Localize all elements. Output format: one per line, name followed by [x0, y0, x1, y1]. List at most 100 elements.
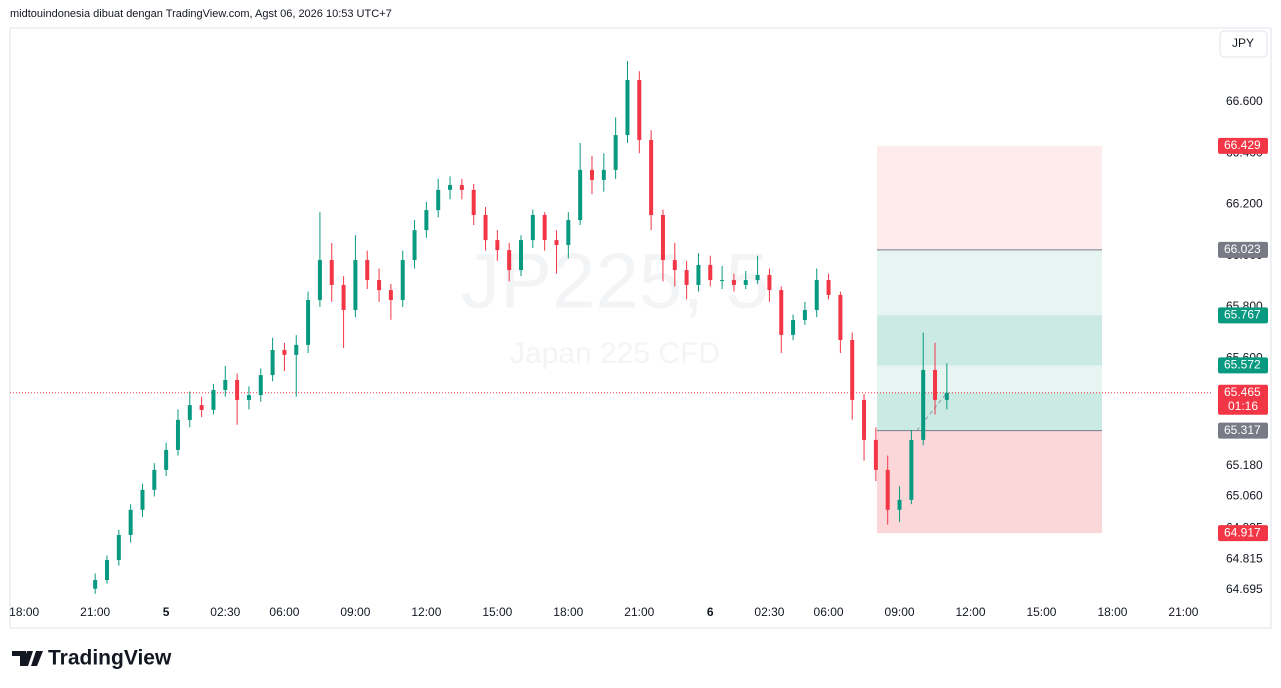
plot	[10, 61, 1213, 594]
x-tick-label: 5	[163, 605, 170, 619]
x-tick-label: 02:30	[210, 605, 240, 619]
candle	[483, 207, 488, 251]
x-tick-label: 18:00	[553, 605, 583, 619]
candle-body	[767, 274, 772, 291]
candle	[223, 365, 228, 397]
candle-body	[329, 260, 334, 285]
candle-body	[448, 185, 453, 190]
candle-body	[779, 290, 784, 335]
candle	[530, 209, 535, 249]
candle	[589, 155, 594, 195]
x-tick-label: 6	[707, 605, 714, 619]
candle-body	[566, 220, 571, 245]
candle-body	[471, 189, 476, 215]
candle	[471, 184, 476, 225]
x-tick-label: 12:00	[955, 605, 985, 619]
candle	[921, 332, 926, 446]
y-tick-label: 64.695	[1226, 582, 1263, 596]
candle-body	[554, 240, 559, 245]
candle	[566, 212, 571, 259]
candle	[187, 391, 192, 428]
x-tick-label: 09:00	[340, 605, 370, 619]
candle	[424, 201, 429, 238]
candle	[660, 209, 665, 282]
candle	[235, 373, 240, 425]
progress-zone	[877, 392, 1102, 431]
candle-body	[862, 399, 867, 440]
current-price-badge	[1218, 384, 1268, 415]
candle-body	[258, 375, 263, 396]
footer-logo[interactable]: TradingView	[12, 647, 172, 670]
candle	[519, 235, 524, 277]
candle	[814, 268, 819, 318]
candle-body	[672, 260, 677, 271]
candle	[944, 363, 949, 410]
candle-body	[424, 210, 429, 231]
x-tick-label: 02:30	[754, 605, 784, 619]
price-badge	[1218, 307, 1268, 324]
candle-body	[933, 369, 938, 400]
candle	[542, 212, 547, 251]
candle-body	[578, 169, 583, 221]
candle-body	[341, 284, 346, 311]
candle-body	[282, 349, 287, 355]
candle-body	[270, 349, 275, 376]
candle-body	[483, 214, 488, 241]
price-badge-label: 65.767	[1224, 308, 1261, 322]
stop-zone	[877, 430, 1102, 534]
candle-body	[211, 389, 216, 410]
x-tick-label: 15:00	[1026, 605, 1056, 619]
candle	[933, 342, 938, 415]
candle	[258, 368, 263, 402]
x-tick-label: 06:00	[814, 605, 844, 619]
currency-label[interactable]: JPY	[1232, 36, 1254, 50]
candle-body	[294, 344, 299, 355]
candle	[637, 71, 642, 154]
candle	[353, 235, 358, 318]
currency-button[interactable]	[1219, 30, 1268, 58]
candle	[720, 265, 725, 290]
candle	[459, 178, 464, 200]
candle-body	[720, 280, 725, 282]
candle	[779, 286, 784, 354]
candle	[826, 273, 831, 300]
candle-body	[873, 439, 878, 470]
candle	[554, 230, 559, 274]
candle-body	[625, 80, 630, 136]
candle	[909, 429, 914, 505]
candle-body	[436, 189, 441, 211]
candle	[862, 394, 867, 461]
x-tick-label: 21:00	[1168, 605, 1198, 619]
candle-body	[791, 320, 796, 335]
candle-body	[104, 560, 109, 581]
candle	[294, 335, 299, 397]
price-badge-label: 66.429	[1224, 138, 1261, 152]
candle-body	[885, 469, 890, 510]
candle	[897, 486, 902, 523]
candle-body	[164, 449, 169, 470]
candle	[578, 143, 583, 225]
candle	[116, 529, 121, 566]
header-text: midtouindonesia dibuat dengan TradingVie…	[10, 8, 392, 20]
candle	[377, 268, 382, 302]
candle-body	[223, 379, 228, 390]
candle	[696, 253, 701, 292]
price-badge	[1218, 137, 1268, 154]
x-tick-label: 12:00	[411, 605, 441, 619]
candle	[495, 230, 500, 261]
candle-body	[601, 169, 606, 180]
y-tick-label: 65.180	[1226, 458, 1263, 472]
candle-body	[684, 270, 689, 285]
logo-text: TradingView	[48, 647, 172, 670]
candle-body	[921, 369, 926, 440]
position-tool[interactable]	[877, 145, 1102, 534]
candle	[507, 242, 512, 282]
x-tick-label: 18:00	[1097, 605, 1127, 619]
candle-body	[128, 509, 133, 535]
candle-body	[353, 260, 358, 311]
watermark: JP225, 5	[461, 237, 769, 325]
y-tick-label: 65.060	[1226, 489, 1263, 503]
candle-body	[93, 580, 98, 589]
x-tick-label: 09:00	[885, 605, 915, 619]
candle-body	[246, 395, 251, 400]
